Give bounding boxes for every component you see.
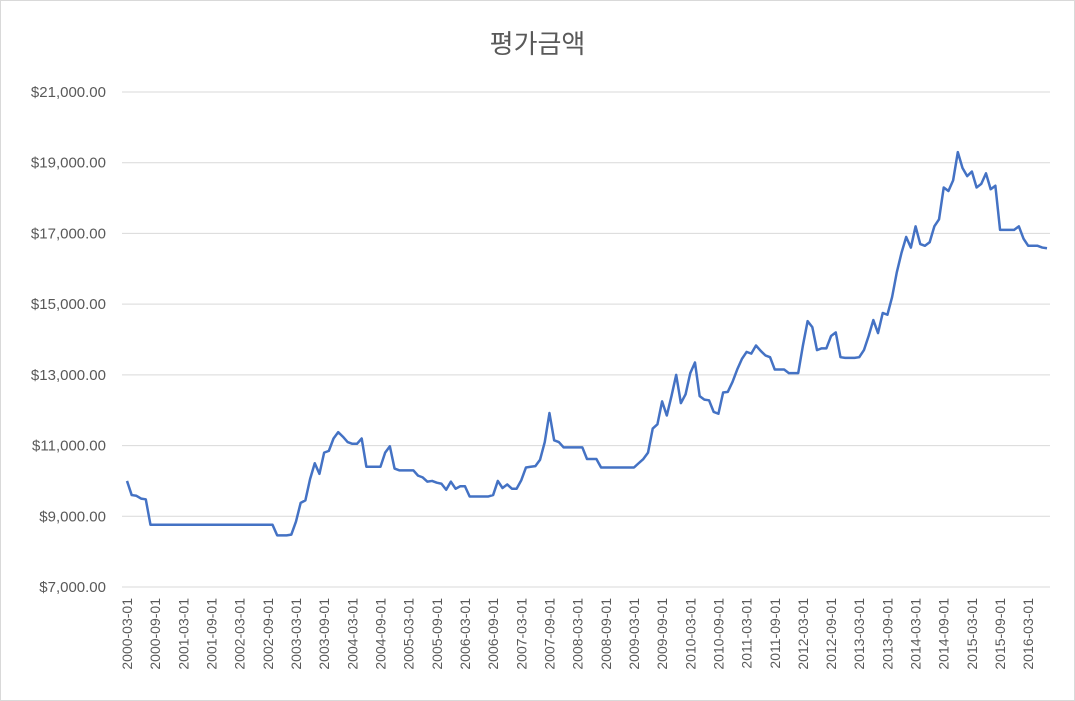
x-tick-label: 2009-09-01	[654, 598, 670, 670]
x-tick-label: 2004-03-01	[344, 598, 360, 670]
x-tick-label: 2001-09-01	[203, 598, 219, 670]
x-tick-label: 2011-09-01	[767, 598, 783, 669]
x-tick-label: 2016-03-01	[1020, 598, 1036, 670]
y-tick-label: $11,000.00	[32, 438, 106, 455]
chart-title: 평가금액	[489, 30, 586, 60]
x-tick-label: 2014-09-01	[936, 598, 952, 670]
x-tick-label: 2007-03-01	[513, 598, 529, 670]
x-tick-label: 2002-09-01	[260, 598, 276, 670]
y-tick-label: $9,000.00	[39, 508, 106, 525]
y-tick-label: $13,000.00	[31, 367, 106, 384]
y-tick-label: $15,000.00	[31, 296, 106, 313]
y-tick-label: $17,000.00	[31, 225, 106, 242]
x-tick-label: 2012-03-01	[795, 598, 811, 670]
x-tick-label: 2002-03-01	[232, 598, 248, 670]
x-tick-label: 2009-03-01	[626, 598, 642, 670]
x-tick-label: 2012-09-01	[823, 598, 839, 670]
x-tick-label: 2005-09-01	[429, 598, 445, 670]
x-tick-label: 2015-03-01	[964, 598, 980, 670]
x-tick-label: 2010-09-01	[710, 598, 726, 670]
x-tick-label: 2010-03-01	[682, 598, 698, 670]
y-tick-label: $21,000.00	[31, 84, 106, 101]
x-tick-label: 2001-03-01	[175, 598, 191, 670]
y-axis: $7,000.00 $9,000.00 $11,000.00 $13,000.00 $1…	[31, 84, 106, 596]
x-tick-label: 2014-03-01	[908, 598, 924, 670]
x-tick-label: 2013-03-01	[851, 598, 867, 670]
x-tick-label: 2003-03-01	[288, 598, 304, 670]
x-tick-label: 2011-03-01	[739, 598, 755, 669]
x-tick-label: 2004-09-01	[372, 598, 388, 670]
x-tick-label: 2000-09-01	[147, 598, 163, 670]
y-tick-label: $19,000.00	[31, 155, 106, 172]
x-tick-label: 2005-03-01	[401, 598, 417, 670]
gridlines	[122, 91, 1050, 588]
series	[125, 150, 1048, 537]
y-tick-label: $7,000.00	[39, 579, 106, 596]
x-tick-label: 2007-09-01	[541, 598, 557, 670]
x-tick-label: 2013-09-01	[879, 598, 895, 670]
x-tick-label: 2000-03-01	[119, 598, 135, 670]
x-tick-label: 2008-03-01	[570, 598, 586, 670]
series-line	[125, 150, 1048, 537]
x-tick-label: 2006-09-01	[485, 598, 501, 670]
x-tick-label: 2003-09-01	[316, 598, 332, 670]
x-axis: 2000-03-01 2000-09-01 2001-03-01 2001-09-01…	[119, 598, 1036, 670]
x-tick-label: 2015-09-01	[992, 598, 1008, 670]
x-tick-label: 2006-03-01	[457, 598, 473, 670]
x-tick-label: 2008-09-01	[598, 598, 614, 670]
